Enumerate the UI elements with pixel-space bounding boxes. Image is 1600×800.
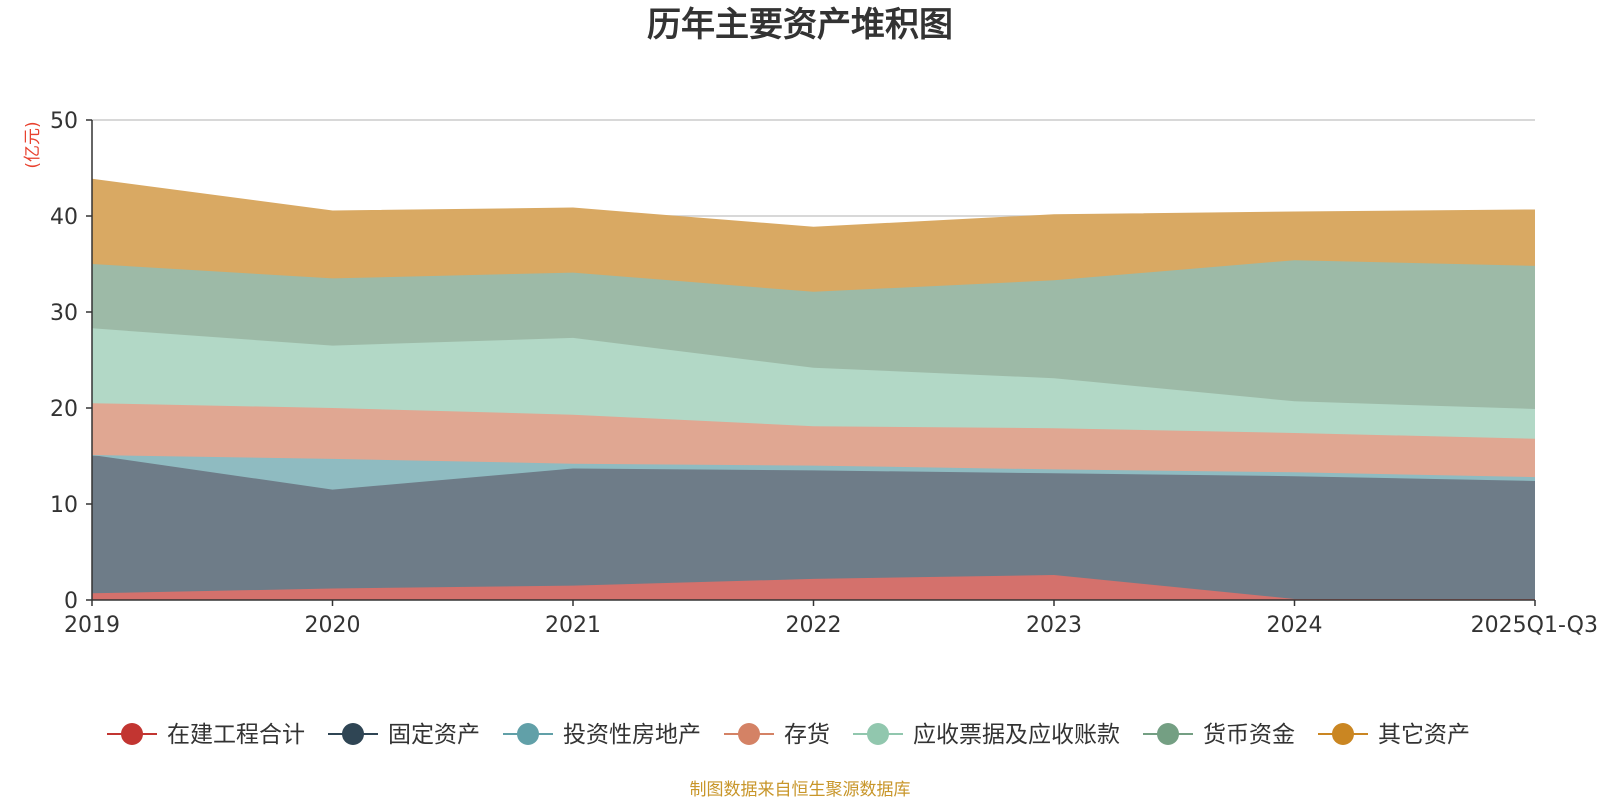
legend-marker-3	[738, 723, 760, 745]
legend-label-4: 应收票据及应收账款	[913, 722, 1120, 748]
legend-marker-4	[867, 723, 889, 745]
legend-item-3[interactable]: 存货	[724, 722, 830, 748]
y-tick-label-4: 40	[50, 205, 78, 230]
area-series-6	[92, 179, 1535, 292]
area-series-1	[92, 455, 1535, 599]
y-tick-label-3: 30	[50, 301, 78, 326]
area-series-0	[92, 575, 1535, 600]
legend-marker-5	[1157, 723, 1179, 745]
legend[interactable]: 在建工程合计 固定资产 投资性房地产 存货 应收票据及应收账款 货币资金 其它资产	[107, 722, 1470, 748]
x-tick-label-4: 2023	[1026, 613, 1082, 638]
legend-item-1[interactable]: 固定资产	[328, 722, 480, 748]
y-tick-label-1: 10	[50, 493, 78, 518]
x-tick-label-6: 2025Q1-Q3	[1471, 613, 1598, 638]
x-tick-label-1: 2020	[305, 613, 361, 638]
x-tick-label-0: 2019	[64, 613, 120, 638]
area-series-5	[92, 260, 1535, 409]
x-tick-label-3: 2022	[786, 613, 842, 638]
area-series-edge-6	[91, 178, 1536, 229]
legend-label-5: 货币资金	[1203, 722, 1295, 748]
x-tick-label-5: 2024	[1267, 613, 1323, 638]
legend-marker-6	[1332, 723, 1354, 745]
legend-label-1: 固定资产	[388, 722, 480, 748]
legend-label-6: 其它资产	[1378, 722, 1470, 748]
chart-title: 历年主要资产堆积图	[647, 5, 953, 45]
legend-item-5[interactable]: 货币资金	[1143, 722, 1295, 748]
area-series-4	[92, 328, 1535, 439]
legend-item-0[interactable]: 在建工程合计	[107, 722, 305, 748]
y-tick-label-0: 0	[64, 589, 78, 614]
y-tick-label-2: 20	[50, 397, 78, 422]
legend-label-0: 在建工程合计	[167, 722, 305, 748]
legend-item-4[interactable]: 应收票据及应收账款	[853, 722, 1120, 748]
legend-marker-1	[342, 723, 364, 745]
legend-marker-0	[121, 723, 143, 745]
legend-item-2[interactable]: 投资性房地产	[503, 722, 701, 748]
y-tick-label-5: 50	[50, 109, 78, 134]
legend-marker-2	[517, 723, 539, 745]
y-axis-unit-label: (亿元)	[23, 121, 43, 168]
data-source-note: 制图数据来自恒生聚源数据库	[690, 780, 911, 800]
x-tick-label-2: 2021	[545, 613, 601, 638]
legend-label-2: 投资性房地产	[563, 722, 701, 748]
axes: 0 10 20 30 40 50 2019 2020 2021 2022 2023 2024 2025Q…	[50, 109, 1598, 638]
area-series-2	[92, 455, 1535, 490]
legend-label-3: 存货	[784, 722, 830, 748]
area-series-3	[92, 403, 1535, 478]
legend-item-6[interactable]: 其它资产	[1318, 722, 1470, 748]
area-series	[91, 178, 1536, 600]
